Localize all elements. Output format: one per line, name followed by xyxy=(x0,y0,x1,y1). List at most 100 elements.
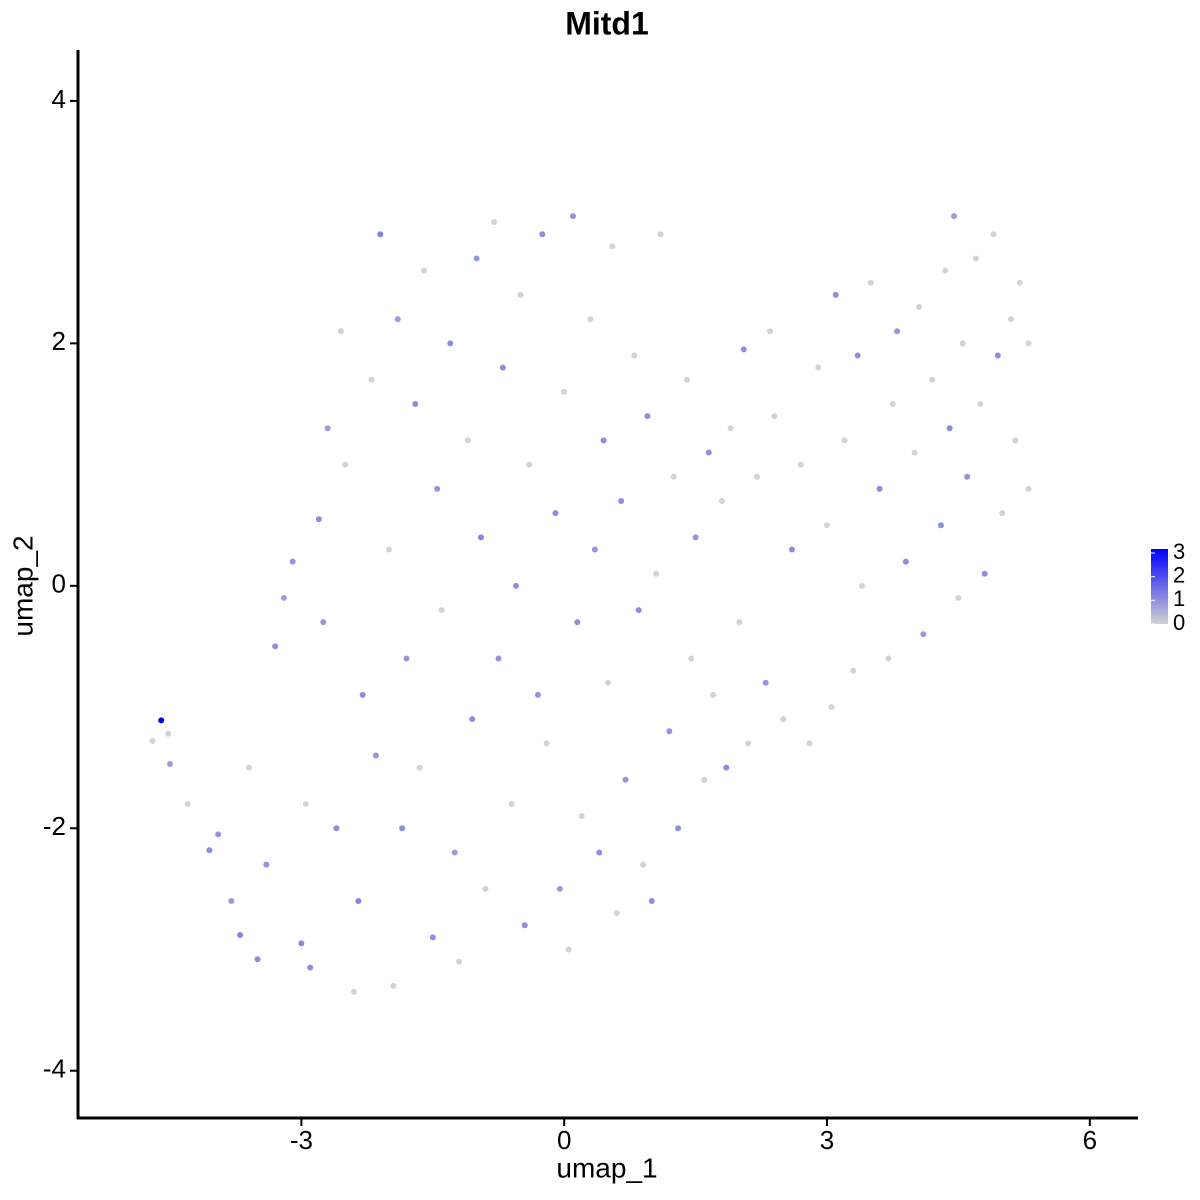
point xyxy=(372,752,379,759)
point xyxy=(215,831,222,838)
point xyxy=(342,461,349,468)
point xyxy=(622,776,629,783)
point xyxy=(184,801,191,808)
point xyxy=(302,801,309,808)
point xyxy=(521,922,528,929)
y-tick-label: 4 xyxy=(52,84,66,114)
point xyxy=(675,825,682,832)
point xyxy=(539,231,546,238)
point xyxy=(740,346,747,353)
color-tick-label: 0 xyxy=(1173,610,1185,635)
point xyxy=(657,231,664,238)
point xyxy=(1012,437,1019,444)
point xyxy=(591,546,598,553)
point xyxy=(955,594,962,601)
point xyxy=(850,667,857,674)
x-tick-label: 6 xyxy=(1083,1125,1097,1155)
point xyxy=(911,449,918,456)
point xyxy=(692,534,699,541)
color-bar xyxy=(1151,549,1168,624)
point xyxy=(473,255,480,262)
x-axis-label: umap_1 xyxy=(556,1152,657,1183)
point xyxy=(482,885,489,892)
point xyxy=(640,861,647,868)
point xyxy=(705,449,712,456)
point xyxy=(280,594,287,601)
point xyxy=(951,213,958,220)
point xyxy=(609,243,616,250)
point xyxy=(206,847,213,854)
point xyxy=(718,497,725,504)
point xyxy=(771,413,778,420)
point xyxy=(324,425,331,432)
point xyxy=(355,898,362,905)
point xyxy=(841,437,848,444)
color-tick-label: 3 xyxy=(1173,539,1185,564)
point xyxy=(653,570,660,577)
point xyxy=(166,761,173,768)
point xyxy=(377,231,384,238)
point xyxy=(745,740,752,747)
point xyxy=(315,516,322,523)
point xyxy=(1016,279,1023,286)
point xyxy=(736,619,743,626)
point xyxy=(543,740,550,747)
point xyxy=(412,400,419,407)
point xyxy=(403,655,410,662)
point xyxy=(990,231,997,238)
point xyxy=(245,764,252,771)
point xyxy=(666,728,673,735)
point xyxy=(977,400,984,407)
point xyxy=(683,376,690,383)
point xyxy=(337,328,344,335)
point xyxy=(972,255,979,262)
x-tick-label: -3 xyxy=(290,1125,313,1155)
point xyxy=(464,437,471,444)
point xyxy=(946,425,953,432)
point xyxy=(237,931,244,938)
point xyxy=(587,316,594,323)
point xyxy=(859,582,866,589)
point xyxy=(578,813,585,820)
point xyxy=(561,388,568,395)
point xyxy=(456,958,463,965)
point xyxy=(399,825,406,832)
point xyxy=(797,461,804,468)
point xyxy=(994,352,1001,359)
point xyxy=(513,582,520,589)
point xyxy=(937,522,944,529)
point xyxy=(670,473,677,480)
point xyxy=(780,716,787,723)
point xyxy=(434,485,441,492)
point xyxy=(390,982,397,989)
color-tick-label: 2 xyxy=(1173,562,1185,587)
point xyxy=(600,437,607,444)
points xyxy=(149,213,1032,995)
point xyxy=(149,737,156,744)
point xyxy=(767,328,774,335)
point xyxy=(368,376,375,383)
x-tick-label: 3 xyxy=(820,1125,834,1155)
point xyxy=(701,776,708,783)
point xyxy=(1025,340,1032,347)
point xyxy=(915,303,922,310)
y-tick-label: -2 xyxy=(43,811,66,841)
point xyxy=(165,730,172,737)
point xyxy=(272,643,279,650)
point xyxy=(605,679,611,686)
point xyxy=(421,267,428,274)
point xyxy=(499,364,506,371)
point xyxy=(385,546,392,553)
point xyxy=(320,619,327,626)
point xyxy=(894,328,901,335)
point xyxy=(596,849,603,856)
point xyxy=(710,691,717,698)
point xyxy=(1007,316,1014,323)
x-tick-label: 0 xyxy=(557,1125,571,1155)
point xyxy=(889,400,896,407)
point xyxy=(854,352,861,359)
chart-title: Mitd1 xyxy=(565,5,649,41)
point xyxy=(469,716,476,723)
point xyxy=(964,473,971,480)
